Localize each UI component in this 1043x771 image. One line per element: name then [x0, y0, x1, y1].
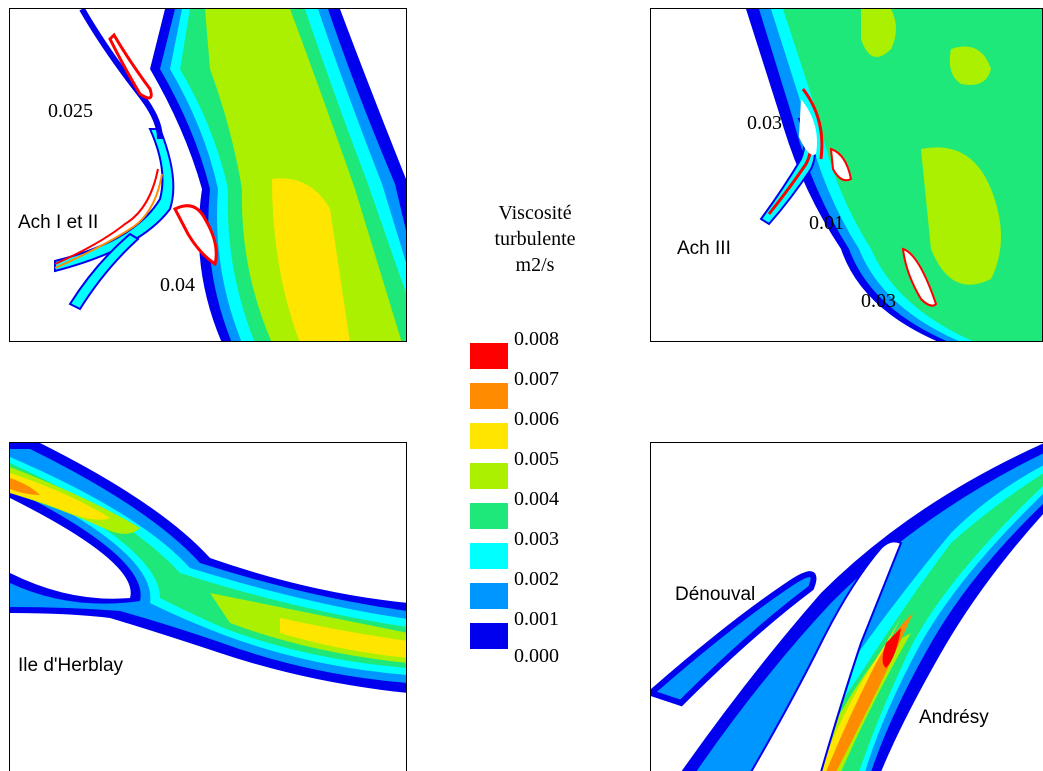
legend-tick-0-007: 0.007: [514, 368, 559, 390]
legend-swatch-0-005: [470, 463, 508, 489]
legend-tick-0-001: 0.001: [514, 608, 559, 630]
legend-swatch-0-001: [470, 623, 508, 649]
legend-tick-0-002: 0.002: [514, 568, 559, 590]
legend-swatch-0-003: [470, 543, 508, 569]
label-ile-herblay: Ile d'Herblay: [18, 655, 124, 676]
legend-title: Viscosité turbulente m2/s: [470, 200, 600, 278]
legend-title-line-3: m2/s: [515, 254, 555, 276]
legend-swatch-0-008: [470, 343, 508, 369]
contour-map-ach-iii: [746, 9, 1042, 341]
legend-swatch-0-004: [470, 503, 508, 529]
panel-ach-i-ii: 0.025 Ach I et II 0.04: [9, 8, 407, 342]
legend-tick-0-008: 0.008: [514, 328, 559, 350]
legend-tick-0-000: 0.000: [514, 645, 559, 667]
legend-tick-0-004: 0.004: [514, 488, 559, 510]
label-ach-iii: Ach III: [677, 238, 731, 259]
legend-swatch-0-007: [470, 383, 508, 409]
legend-swatch-0-002: [470, 583, 508, 609]
legend-swatch-0-006: [470, 423, 508, 449]
legend-tick-0-006: 0.006: [514, 408, 559, 430]
label-0-03-bottom: 0.03: [861, 290, 896, 312]
label-andresy: Andrésy: [919, 707, 989, 728]
panel-ile-herblay: Ile d'Herblay: [9, 442, 407, 771]
legend-title-line-1: Viscosité: [498, 202, 572, 224]
legend-tick-0-003: 0.003: [514, 528, 559, 550]
legend-title-line-2: turbulente: [494, 228, 576, 250]
legend-tick-0-005: 0.005: [514, 448, 559, 470]
label-0-01: 0.01: [809, 212, 844, 234]
panel-andresy: Dénouval Andrésy: [650, 442, 1043, 771]
label-0-03-top: 0.03: [747, 112, 782, 134]
label-denouval: Dénouval: [675, 584, 756, 605]
contour-map-ile-herblay: [10, 443, 406, 693]
panel-ach-iii: 0.03 0.01 Ach III 0.03: [650, 8, 1043, 342]
label-0-04: 0.04: [160, 274, 195, 296]
label-0-025: 0.025: [48, 100, 93, 122]
contour-map-ach-i-ii: [54, 9, 406, 341]
label-ach-i-ii: Ach I et II: [18, 212, 99, 233]
contour-map-andresy: [651, 443, 1043, 771]
